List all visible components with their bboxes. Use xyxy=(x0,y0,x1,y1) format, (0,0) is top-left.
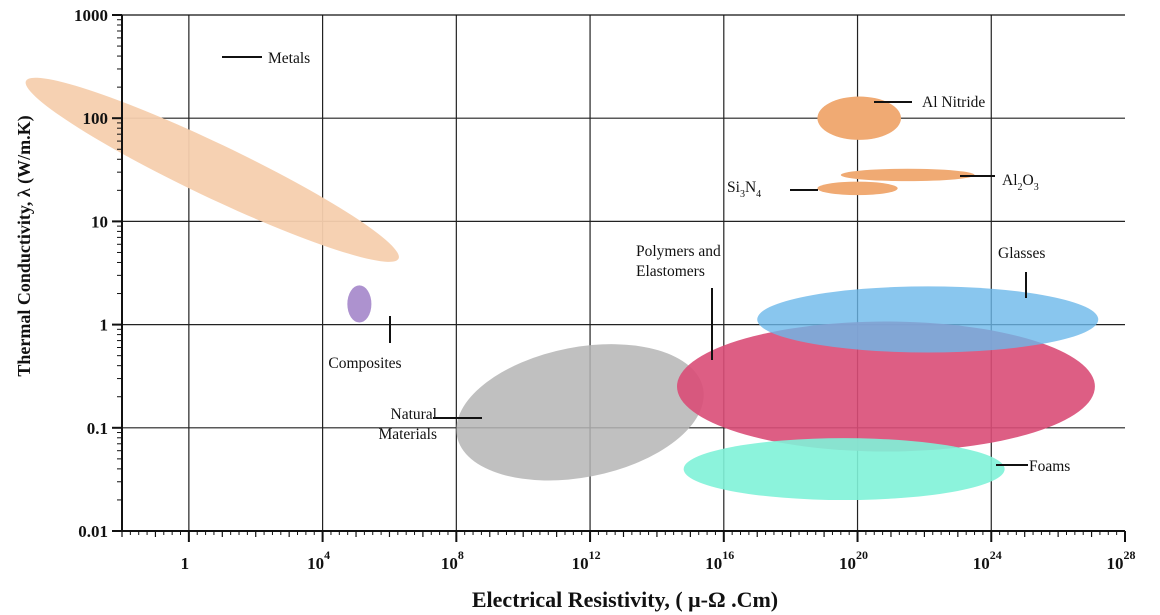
label-metals: Metals xyxy=(268,50,310,67)
label-polymers-elastomers: Polymers and Elastomers xyxy=(636,243,721,280)
x-tick-label: 108 xyxy=(441,548,464,573)
x-tick-label: 104 xyxy=(307,548,330,573)
label-glasses: Glasses xyxy=(998,245,1045,262)
region-metals xyxy=(25,77,399,262)
x-tick-label: 1028 xyxy=(1107,548,1136,573)
x-tick-label: 1016 xyxy=(705,548,734,573)
region-composites xyxy=(347,285,372,323)
x-tick-label: 1020 xyxy=(839,548,868,573)
label-natural-materials: Natural Materials xyxy=(378,406,437,443)
y-tick-label: 0.01 xyxy=(78,522,108,541)
y-axis-title: Thermal Conductivity, λ (W/m.K) xyxy=(14,115,35,376)
label-al2o3: Al2O3 xyxy=(1002,172,1039,193)
label-foams: Foams xyxy=(1029,458,1070,475)
region-natural-materials xyxy=(456,344,704,481)
label-si3n4: Si3N4 xyxy=(727,179,761,200)
y-tick-label: 10 xyxy=(91,212,108,231)
label-al-nitride: Al Nitride xyxy=(922,94,985,111)
region-glasses xyxy=(757,286,1099,353)
region-si3n4 xyxy=(817,181,898,196)
annotations: Metals Composites Natural Materials Polymers… xyxy=(222,50,1070,475)
y-tick-label: 0.1 xyxy=(87,419,108,438)
region-al2o3 xyxy=(840,168,975,182)
region-polymers-elastomers xyxy=(676,321,1095,452)
y-tick-label: 1 xyxy=(100,316,109,335)
x-tick-label: 1 xyxy=(181,554,190,573)
x-tick-label: 1024 xyxy=(973,548,1002,573)
x-tick-label: 1012 xyxy=(572,548,601,573)
x-axis-title: Electrical Resistivity, ( μ-Ω .Cm) xyxy=(472,587,778,612)
y-tick-label: 1000 xyxy=(74,6,108,25)
axes: 0.01 0.1 1 10 100 1000 1 104 108 1012 1016 1020 1024… xyxy=(74,6,1136,573)
y-tick-label: 100 xyxy=(83,109,109,128)
region-foams xyxy=(683,438,1005,501)
label-composites: Composites xyxy=(328,355,401,372)
material-regions xyxy=(25,77,1099,501)
region-al-nitride xyxy=(817,96,901,140)
